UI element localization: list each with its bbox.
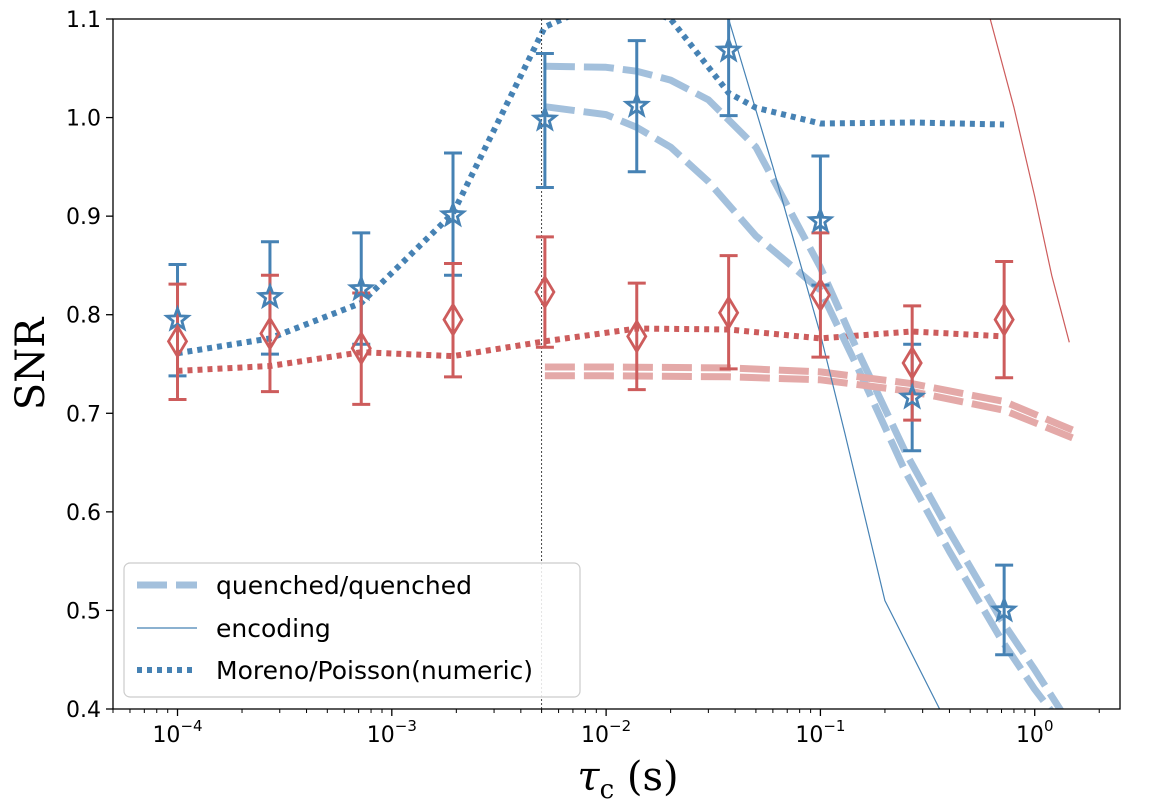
dotted-line-0 [177, 19, 1005, 357]
y-tick-label: 0.6 [66, 501, 101, 526]
diamond-marker-6 [718, 295, 740, 331]
diamond-marker-9 [993, 301, 1015, 338]
y-tick-label: 0.8 [66, 304, 101, 329]
solid-line-6 [728, 19, 941, 709]
diamond-marker-5 [626, 318, 648, 355]
legend-box [123, 562, 581, 698]
x-tick-exponent: 0 [1044, 717, 1054, 735]
dotted-line-1 [177, 325, 1005, 374]
x-tick-label: 10−2 [581, 717, 631, 748]
x-tick-base: 10 [1016, 723, 1044, 748]
legend-label-encoding: encoding [216, 614, 331, 643]
legend-label-moreno: Moreno/Poisson(numeric) [216, 656, 533, 685]
x-axis-label: τc (s) [577, 754, 678, 805]
diamond-marker-7 [809, 277, 832, 313]
diamond-marker-1 [259, 315, 281, 352]
y-tick-label: 0.5 [66, 599, 101, 624]
diamond-marker-4 [534, 274, 556, 310]
dashed-line-4 [544, 363, 1074, 434]
y-tick-label: 1.1 [66, 8, 101, 33]
x-tick-base: 10 [795, 723, 823, 748]
diamond-marker-3 [442, 301, 464, 338]
x-tick-exponent: −3 [395, 717, 417, 735]
x-tick-base: 10 [152, 723, 180, 748]
dashed-line-3 [544, 103, 1055, 709]
star-marker-8 [897, 382, 927, 410]
x-tick-label: 10−4 [152, 717, 202, 748]
star-marker-5 [622, 90, 651, 118]
y-axis: 0.4 0.5 0.6 0.7 0.8 0.9 1.0 1.1 [66, 8, 113, 723]
x-tick-base: 10 [581, 723, 609, 748]
x-tick-label: 10−3 [367, 717, 417, 748]
x-tick-label: 10−1 [795, 717, 845, 748]
diamond-marker-8 [901, 345, 923, 381]
x-axis-label-unit: (s) [614, 754, 678, 800]
star-marker-9 [989, 595, 1019, 623]
x-axis-label-symbol: τ [577, 754, 600, 800]
x-tick-exponent: −2 [609, 717, 631, 735]
diamond-marker-0 [166, 323, 189, 360]
star-marker-6 [714, 35, 743, 63]
solid-line-7 [989, 19, 1070, 343]
x-tick-exponent: −1 [823, 717, 845, 735]
x-tick-label: 100 [1016, 717, 1054, 748]
y-axis-label: SNR [8, 316, 54, 410]
x-tick-exponent: −4 [180, 717, 202, 735]
plot-frame [112, 18, 1121, 710]
y-tick-label: 0.7 [66, 402, 101, 427]
y-tick-label: 1.0 [66, 107, 101, 132]
dashed-line-5 [544, 372, 1074, 442]
legend-label-quenched: quenched/quenched [216, 571, 472, 600]
legend: quenched/quenched encoding Moreno/Poisso… [123, 562, 581, 698]
x-axis-label-subscript: c [600, 775, 615, 805]
y-tick-label: 0.4 [66, 698, 101, 723]
x-axis: 10−4 10−3 10−2 10−1 100 [112, 709, 1100, 748]
diamond-marker-2 [350, 330, 372, 366]
data-markers [163, 35, 1019, 623]
star-marker-1 [255, 282, 285, 310]
x-tick-base: 10 [367, 723, 395, 748]
star-marker-2 [346, 274, 376, 302]
star-marker-3 [438, 200, 468, 228]
star-marker-4 [530, 104, 560, 132]
y-tick-label: 0.9 [66, 205, 101, 230]
star-marker-7 [806, 206, 835, 234]
